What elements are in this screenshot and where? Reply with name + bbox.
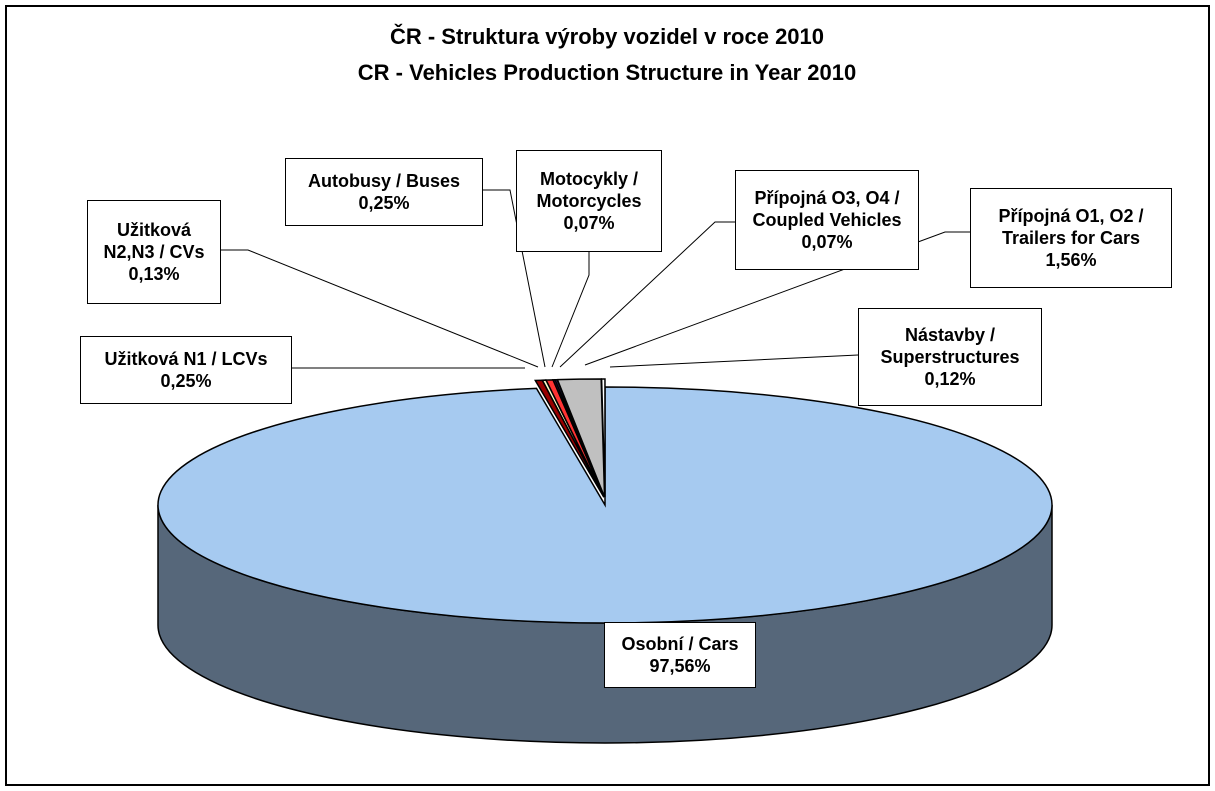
chart-subtitle: CR - Vehicles Production Structure in Ye… [358, 60, 856, 85]
label-name: Užitková N1 / LCVs [104, 349, 268, 369]
leader-line [551, 252, 590, 368]
label-name: Přípojná O1, O2 / Trailers for Cars [998, 206, 1144, 248]
label-name: Osobní / Cars [621, 634, 739, 654]
label-value: 0,25% [358, 193, 410, 213]
data-label: Přípojná O3, O4 / Coupled Vehicles 0,07% [735, 170, 919, 270]
data-label: Autobusy / Buses 0,25% [285, 158, 483, 226]
slice [600, 378, 606, 498]
label-name: Užitková N2,N3 / CVs [103, 220, 205, 262]
data-label: Nástavby / Superstructures 0,12% [858, 308, 1042, 406]
data-label: Přípojná O1, O2 / Trailers for Cars 1,56% [970, 188, 1172, 288]
leader-line [483, 189, 546, 368]
chart-title: ČR - Struktura výroby vozidel v roce 201… [390, 24, 824, 49]
label-value: 0,12% [924, 369, 976, 389]
leader-line [609, 354, 859, 368]
leader-line [221, 249, 539, 368]
label-value: 0,07% [563, 213, 615, 233]
label-name: Přípojná O3, O4 / Coupled Vehicles [752, 188, 902, 230]
leader-line [584, 231, 970, 366]
data-label: Užitková N2,N3 / CVs 0,13% [87, 200, 221, 304]
label-value: 0,07% [801, 232, 853, 252]
data-label: Užitková N1 / LCVs 0,25% [80, 336, 292, 404]
label-value: 1,56% [1045, 250, 1097, 270]
label-value: 0,13% [128, 264, 180, 284]
label-name: Nástavby / Superstructures [880, 325, 1020, 367]
label-name: Autobusy / Buses [307, 171, 461, 191]
label-value: 0,25% [160, 371, 212, 391]
data-label: Motocykly / Motorcycles 0,07% [516, 150, 662, 252]
data-label: Osobní / Cars 97,56% [604, 622, 756, 688]
leader-line [559, 221, 735, 368]
label-name: Motocykly / Motorcycles [536, 169, 642, 211]
label-value: 97,56% [649, 656, 711, 676]
